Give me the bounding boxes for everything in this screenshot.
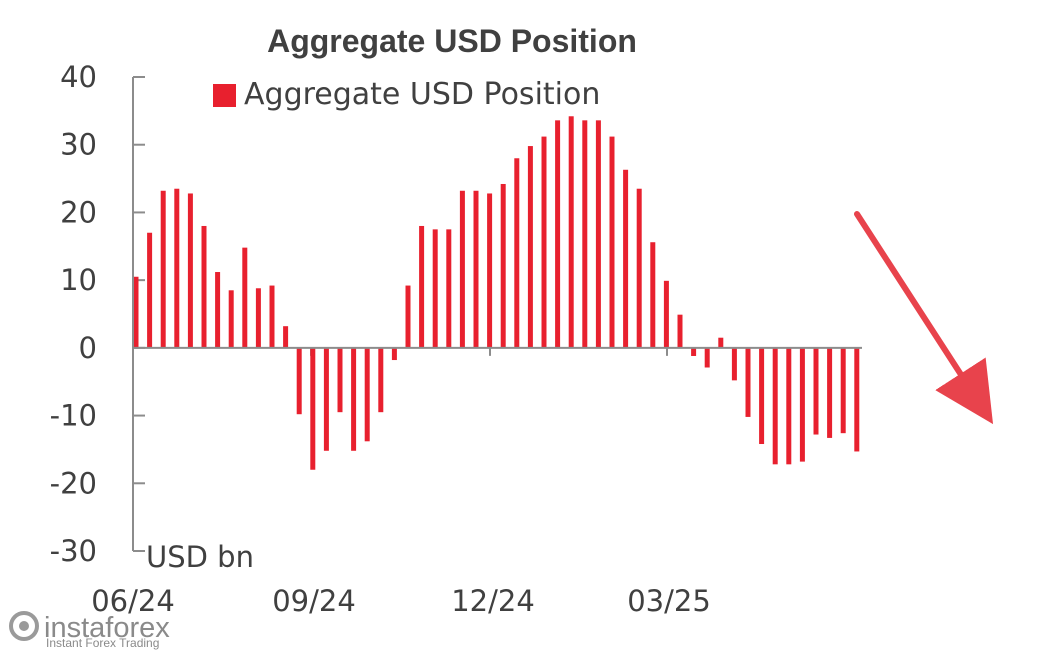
y-tick-label: 0 — [79, 331, 97, 365]
bar — [446, 229, 452, 348]
bar — [500, 183, 506, 348]
bar — [555, 120, 561, 348]
bar — [296, 347, 302, 415]
y-tick-label: 20 — [60, 195, 97, 229]
y-tick-label: -30 — [50, 534, 97, 568]
bar — [541, 136, 547, 348]
chart-title: Aggregate USD Position — [267, 23, 637, 59]
bar — [745, 347, 751, 417]
bar — [255, 288, 261, 348]
legend-swatch — [213, 84, 236, 107]
legend: Aggregate USD Position — [213, 77, 600, 112]
bar — [405, 285, 411, 348]
bar — [283, 326, 289, 348]
bar — [827, 347, 833, 438]
y-axis: 40 30 20 10 0 -10 -20 -30 — [50, 60, 145, 568]
y-tick-label: -20 — [50, 466, 97, 500]
x-tick-label: 06/24 — [91, 584, 175, 618]
x-tick-label: 09/24 — [272, 584, 356, 618]
bar — [215, 272, 221, 348]
bar — [487, 193, 493, 348]
bar — [160, 190, 166, 348]
bar — [473, 190, 479, 348]
bar — [772, 347, 778, 465]
y-tick-label: -10 — [50, 399, 97, 433]
bar — [813, 347, 819, 435]
bar — [323, 347, 329, 451]
bar — [786, 347, 792, 465]
bar — [718, 337, 724, 348]
bar — [419, 225, 425, 348]
bar — [269, 285, 275, 348]
bar — [650, 242, 656, 348]
bar — [174, 188, 180, 348]
bar — [228, 290, 234, 348]
bar — [568, 116, 574, 348]
bar — [459, 190, 465, 348]
bar — [840, 347, 846, 434]
bar — [514, 158, 520, 348]
bar — [677, 314, 683, 348]
bar — [609, 136, 615, 348]
bar — [310, 347, 316, 470]
bar — [854, 347, 860, 452]
bar — [527, 146, 533, 348]
bar — [364, 347, 370, 442]
trend-arrow — [854, 211, 994, 425]
bar — [242, 247, 248, 348]
y-tick-label: 40 — [60, 60, 97, 94]
y-tick-label: 10 — [60, 263, 97, 297]
x-tick-label: 03/25 — [627, 584, 711, 618]
bar — [391, 347, 397, 361]
bar — [704, 347, 710, 368]
bar — [201, 225, 207, 348]
bar — [582, 120, 588, 348]
x-axis: 06/24 09/24 12/24 03/25 — [91, 347, 711, 618]
series-bars — [133, 116, 860, 470]
bar — [432, 229, 438, 348]
bar — [636, 188, 642, 348]
bar — [337, 347, 343, 413]
bar — [799, 347, 805, 462]
legend-label: Aggregate USD Position — [244, 77, 600, 112]
bar — [663, 280, 669, 348]
bar — [147, 232, 153, 348]
watermark-tagline: Instant Forex Trading — [46, 636, 159, 650]
bar — [378, 347, 384, 413]
watermark: instaforex Instant Forex Trading — [9, 611, 170, 650]
bar — [595, 120, 601, 348]
bar — [759, 347, 765, 445]
watermark-name: instaforex — [44, 612, 170, 644]
bar — [623, 169, 629, 348]
instaforex-logo-icon — [9, 611, 39, 641]
bar — [133, 276, 139, 348]
y-unit-label: USD bn — [146, 540, 254, 574]
bar — [731, 347, 737, 381]
bar — [691, 347, 697, 356]
y-tick-label: 30 — [60, 128, 97, 162]
bar — [351, 347, 357, 451]
x-tick-label: 12/24 — [451, 584, 535, 618]
bar — [187, 193, 193, 348]
